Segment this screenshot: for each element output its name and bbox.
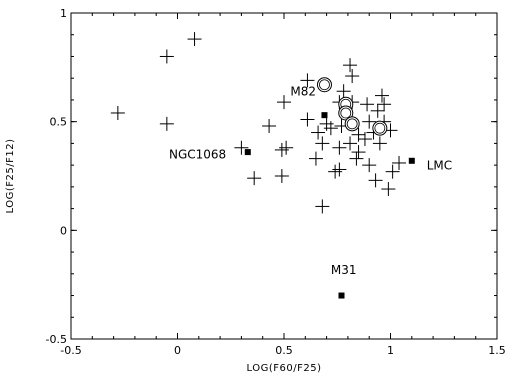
open-circle-point — [338, 105, 354, 121]
plus-point — [343, 136, 358, 151]
plus-point — [357, 132, 372, 147]
plus-point — [349, 151, 364, 166]
plus-point — [381, 182, 396, 197]
x-tick-label: 1.5 — [488, 344, 506, 357]
plus-point — [362, 114, 377, 129]
y-axis-ticks: -0.5 0 0.5 1 — [46, 7, 497, 346]
x-tick-label: 0 — [174, 344, 181, 357]
filled-square-point — [408, 157, 415, 164]
plus-point — [315, 136, 330, 151]
annotation-label: M82 — [290, 85, 316, 99]
plus-point — [234, 140, 249, 155]
plus-point — [319, 116, 334, 131]
plus-point — [392, 155, 407, 170]
annotations: M82 NGC1068 LMC M31 — [169, 85, 452, 277]
plus-point — [332, 140, 347, 155]
plus-point — [385, 164, 400, 179]
filled-square-point — [244, 149, 251, 156]
open-circle-point — [344, 116, 360, 132]
y-tick-label: 0 — [60, 224, 67, 237]
plus-point — [300, 73, 315, 88]
plus-point — [368, 173, 383, 188]
plus-point — [332, 162, 347, 177]
plus-point — [159, 49, 174, 64]
x-tick-label: 0.5 — [275, 344, 293, 357]
plus-point — [351, 145, 366, 160]
plus-point — [247, 171, 262, 186]
plus-point — [377, 97, 392, 112]
y-tick-label: -0.5 — [46, 333, 67, 346]
plus-point — [336, 84, 351, 99]
data-points — [110, 32, 415, 299]
plus-point — [274, 169, 289, 183]
plus-point — [279, 140, 294, 155]
x-tick-label: -0.5 — [60, 344, 81, 357]
annotation-label: NGC1068 — [169, 148, 226, 162]
plus-point — [308, 151, 323, 166]
open-circle-point — [372, 120, 388, 136]
plus-point — [323, 121, 338, 136]
y-axis-label: LOG(F25/F12) — [5, 139, 16, 214]
filled-square-point — [321, 112, 328, 119]
y-tick-label: 0.5 — [50, 116, 68, 129]
plus-point — [274, 142, 289, 157]
plus-point — [370, 103, 385, 118]
plus-point — [159, 116, 174, 131]
annotation-label: M31 — [331, 263, 357, 277]
plus-point — [328, 164, 343, 179]
filled-square-point — [338, 292, 345, 299]
plus-point — [110, 105, 125, 120]
plus-point — [345, 69, 360, 84]
plus-point — [362, 158, 377, 173]
plus-point — [372, 136, 387, 151]
x-tick-label: 1 — [387, 344, 394, 357]
open-circle-point — [316, 77, 332, 93]
plus-point — [374, 88, 389, 103]
x-axis-label: LOG(F60/F25) — [247, 363, 322, 374]
plus-point — [343, 58, 358, 73]
plus-point — [311, 125, 326, 140]
plus-point — [300, 112, 315, 127]
plus-point — [360, 97, 375, 112]
plus-point — [187, 32, 202, 47]
plus-point — [315, 199, 330, 214]
plus-point — [262, 119, 277, 134]
y-tick-label: 1 — [60, 7, 67, 20]
annotation-label: LMC — [427, 158, 452, 172]
x-axis-ticks: -0.5 0 0.5 1 1.5 — [60, 13, 506, 357]
plus-point — [277, 95, 291, 110]
